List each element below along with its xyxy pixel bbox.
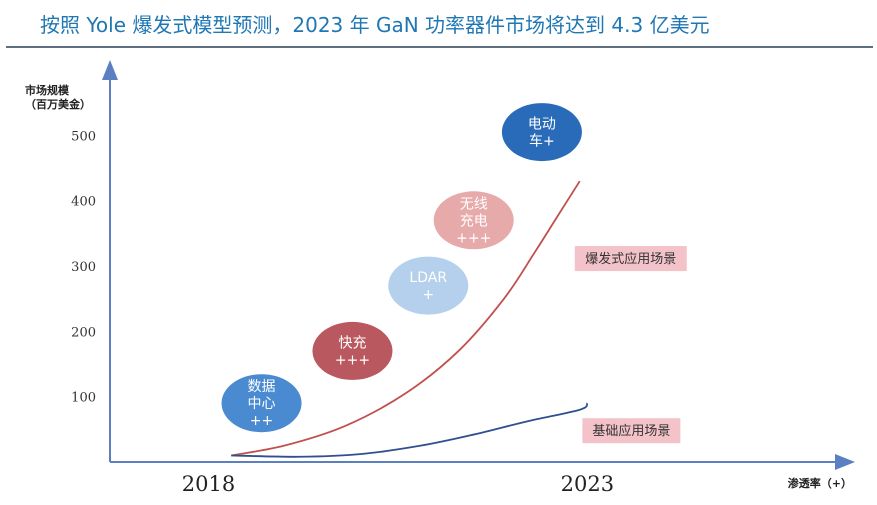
scenario-bubble-label: 充电 xyxy=(460,213,488,229)
scenario-bubble-label: LDAR xyxy=(409,270,447,286)
scenario-bubble-label: ++ xyxy=(250,413,273,429)
scenario-bubble-shape xyxy=(501,103,582,162)
x-tick-label: 2023 xyxy=(561,472,614,496)
scenario-bubble-label: +++ xyxy=(335,352,370,368)
series-callout-0: 爆发式应用场景 xyxy=(574,246,687,272)
scenario-bubble: LDAR+ xyxy=(388,256,469,315)
series-callout-1: 基础应用场景 xyxy=(582,418,681,444)
series-line-1 xyxy=(231,402,589,458)
scenario-bubble-label: 电动 xyxy=(528,117,556,133)
scenario-bubble-label: 快充 xyxy=(338,335,366,351)
x-tick-label: 2018 xyxy=(182,472,235,496)
series-callout-text: 爆发式应用场景 xyxy=(585,251,676,267)
scenario-bubble-label: 无线 xyxy=(460,196,488,212)
y-tick-label: 200 xyxy=(71,325,96,340)
y-tick-label: 300 xyxy=(71,260,96,275)
series-line-0 xyxy=(231,180,581,457)
scenario-bubble-label: 数据 xyxy=(248,379,276,395)
scenario-bubble-label: 中心 xyxy=(248,396,276,412)
series-callout-text: 基础应用场景 xyxy=(592,423,670,439)
series-callout-box xyxy=(574,246,687,272)
y-axis-label: （百万美金） xyxy=(25,97,91,111)
scenario-bubble: 电动车+ xyxy=(501,103,582,162)
scenario-bubble-shape xyxy=(433,191,514,250)
scenario-bubble-shape xyxy=(312,321,393,380)
y-tick-label: 400 xyxy=(71,195,96,210)
scenario-bubble-label: + xyxy=(422,287,434,303)
scenario-bubble-label: 车+ xyxy=(529,133,555,150)
y-tick-label: 100 xyxy=(71,391,96,406)
scenario-bubble: 快充+++ xyxy=(312,321,393,380)
x-axis-label: 渗透率（+） xyxy=(788,476,852,490)
scenario-bubble-shape xyxy=(221,374,302,433)
page-title: 按照 Yole 爆发式模型预测，2023 年 GaN 功率器件市场将达到 4.3… xyxy=(40,13,710,37)
series-callout-box xyxy=(582,418,681,444)
scenario-bubble-label: +++ xyxy=(456,230,491,246)
scenario-bubble-shape xyxy=(388,256,469,315)
y-tick-label: 500 xyxy=(71,129,96,144)
y-axis-label: 市场规模 xyxy=(25,83,70,97)
title-divider xyxy=(6,46,873,48)
